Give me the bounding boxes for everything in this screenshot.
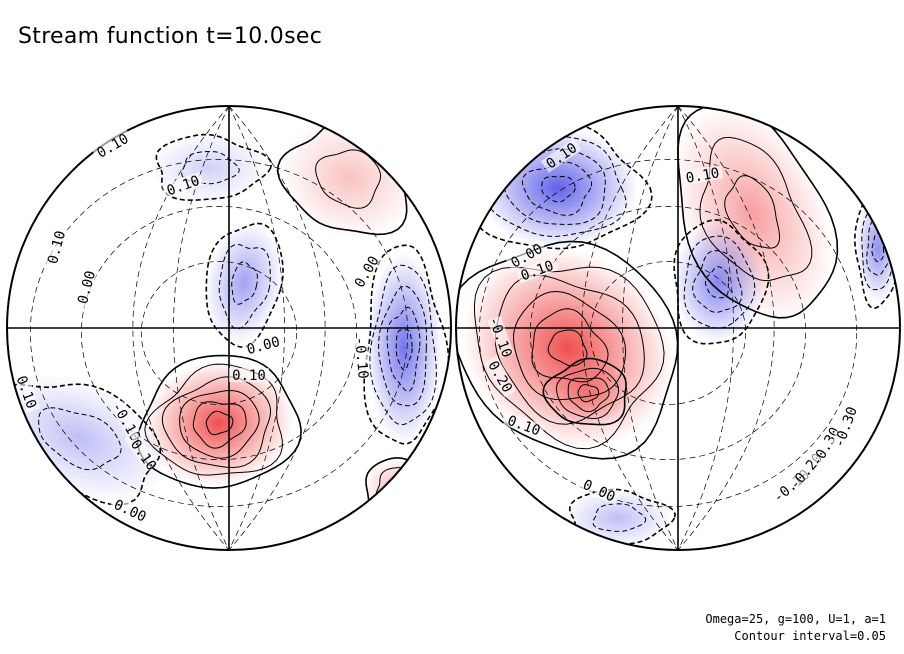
left-label-bg-0 [91, 129, 134, 162]
right-contours-4 [673, 219, 770, 345]
right-outline [455, 105, 901, 551]
left-shading-low-1 [205, 221, 283, 345]
left-contours-6 [155, 133, 273, 202]
right-label-bg-11 [831, 405, 859, 449]
right-label-bg-6 [502, 411, 546, 439]
right-shading-low-4 [673, 223, 763, 343]
left-contour-label-6: 0.10 [232, 368, 266, 384]
right-label-bg-4 [487, 315, 515, 359]
left-label-bg-5 [350, 250, 383, 293]
right-contours-1 [542, 357, 627, 426]
left-contours-2 [363, 244, 450, 445]
right-label-bg-1 [681, 164, 724, 186]
left-contours-3 [7, 383, 162, 506]
left-outline [6, 105, 452, 551]
left-label-bg-2 [44, 226, 69, 269]
right-shading-low-2 [478, 128, 638, 248]
parameters-text: Omega=25, g=100, U=1, a=1 [705, 612, 886, 626]
left-label-bg-3 [74, 266, 99, 309]
right-contours-6 [568, 488, 677, 547]
right-label-bg-5 [484, 355, 517, 398]
right-label-bg-2 [505, 239, 548, 272]
left-hemisphere [7, 106, 451, 550]
right-shading-high-1 [548, 361, 628, 425]
right-label-bg-3 [515, 256, 559, 284]
left-label-bg-9 [13, 370, 41, 414]
right-hemisphere [456, 106, 900, 550]
left-contour-label-7: -0.10 [351, 336, 371, 379]
left-label-bg-6 [229, 368, 269, 382]
right-label-bg-0 [540, 138, 582, 173]
right-label-bg-10 [809, 425, 842, 468]
left-label-bg-1 [161, 171, 205, 199]
chart-title: Stream function t=10.0sec [18, 24, 323, 49]
left-label-bg-7 [353, 337, 371, 379]
left-shading-low-2 [366, 253, 442, 443]
left-label-bg-11 [109, 495, 152, 526]
left-label-bg-4 [242, 333, 285, 358]
left-label-bg-10 [124, 430, 159, 472]
contour-interval-text: Contour interval=0.05 [734, 629, 886, 643]
right-label-bg-7 [578, 475, 621, 506]
left-shading-high-5 [364, 458, 434, 518]
right-contour-label-1: 0.10 [685, 165, 721, 187]
